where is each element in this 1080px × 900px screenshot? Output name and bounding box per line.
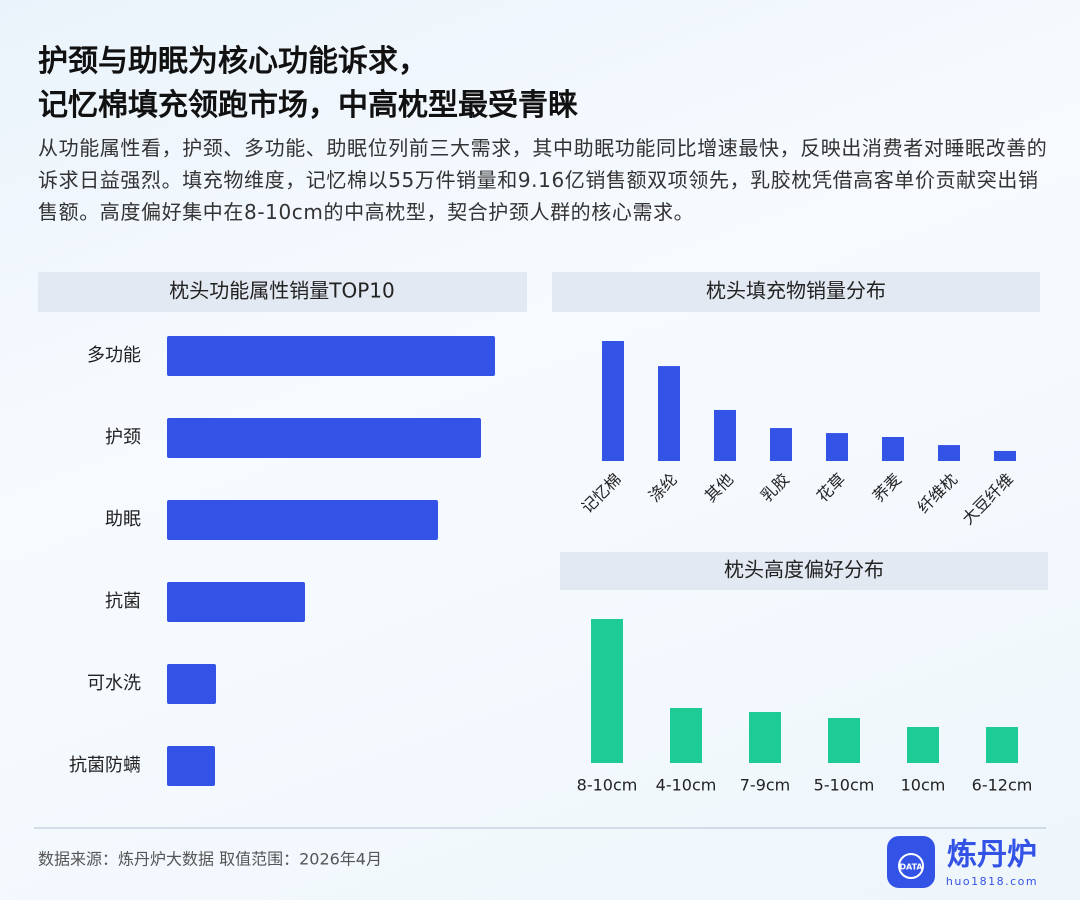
bar [167, 582, 305, 622]
source: 数据来源：炼丹炉大数据 取值范围：2026年4月 [38, 850, 382, 869]
bar [167, 664, 216, 704]
bar [938, 445, 960, 461]
category-label: 助眠 [105, 509, 141, 530]
category-label: 其他 [701, 470, 737, 506]
category-label: 8-10cm [577, 776, 638, 795]
bar [986, 727, 1018, 763]
category-label: 可水洗 [87, 673, 141, 694]
bar [994, 450, 1016, 461]
bar [167, 336, 495, 376]
bar [749, 712, 781, 763]
bar [167, 500, 438, 540]
logo-mark [898, 853, 924, 879]
category-label: 纤维枕 [914, 470, 961, 517]
category-label: 6-12cm [972, 776, 1033, 795]
category-label: 10cm [901, 776, 946, 795]
logo-brand: 炼丹炉 [947, 838, 1037, 873]
bar [658, 366, 680, 461]
chart-title: 枕头高度偏好分布 [724, 558, 884, 582]
category-label: 花草 [813, 470, 849, 506]
bar [770, 428, 792, 461]
bar [907, 727, 939, 763]
chart-title: 枕头功能属性销量TOP10 [169, 279, 394, 303]
bar [828, 718, 860, 763]
category-label: 抗菌 [105, 591, 141, 612]
logo-badge: DATA [899, 863, 923, 872]
logo-url: huo1818.com [946, 875, 1038, 888]
bar [882, 437, 904, 461]
category-label: 多功能 [87, 345, 141, 366]
category-label: 荞麦 [869, 470, 905, 506]
title-line: 护颈与助眠为核心功能诉求， [38, 44, 428, 79]
bar [714, 409, 736, 461]
category-label: 抗菌防螨 [69, 755, 141, 776]
bar [167, 746, 215, 786]
category-label: 乳胶 [757, 470, 793, 506]
logo-icon [887, 836, 935, 888]
description: 从功能属性看，护颈、多功能、助眠位列前三大需求，其中助眠功能同比增速最快，反映出… [38, 136, 1048, 224]
category-label: 记忆棉 [578, 470, 625, 517]
category-label: 护颈 [105, 427, 141, 448]
category-label: 涤纶 [645, 470, 681, 506]
chart-title: 枕头填充物销量分布 [706, 279, 886, 303]
bar [602, 341, 624, 461]
panel-header [552, 272, 1040, 312]
panel-header [38, 272, 527, 312]
title-line: 记忆棉填充领跑市场，中高枕型最受青睐 [38, 88, 578, 123]
bar [670, 708, 702, 763]
category-label: 5-10cm [814, 776, 875, 795]
bar [167, 418, 481, 458]
category-label: 大豆纤维 [958, 470, 1017, 529]
panel-header [560, 552, 1048, 590]
category-label: 4-10cm [656, 776, 717, 795]
category-label: 7-9cm [740, 776, 791, 795]
bar [826, 433, 848, 461]
bar [591, 619, 623, 763]
